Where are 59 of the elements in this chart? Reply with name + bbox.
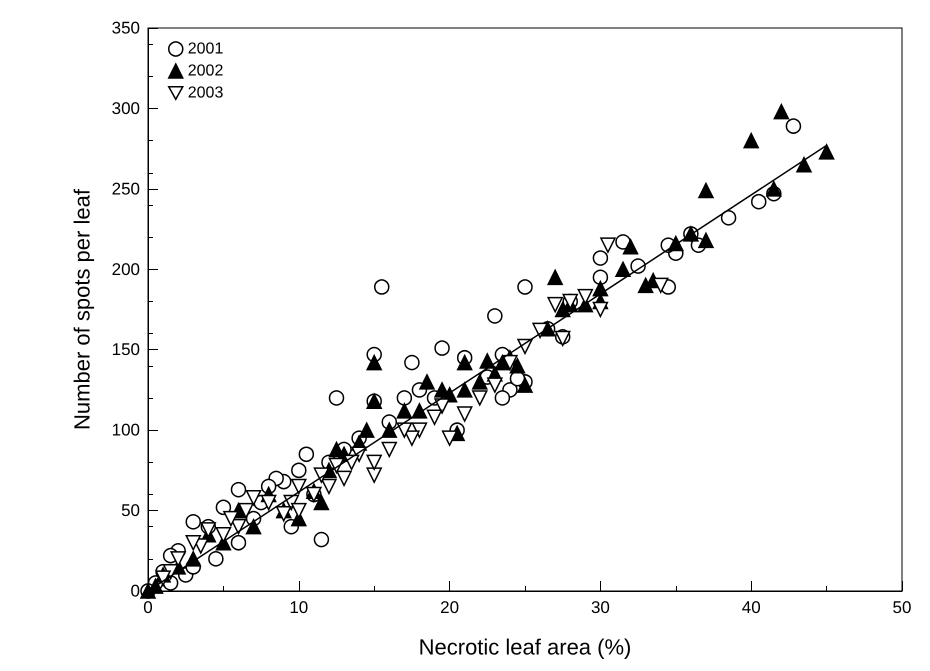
- point: [358, 422, 374, 438]
- y-tick-label: 50: [121, 501, 140, 520]
- legend-label: 2003: [188, 84, 224, 102]
- point: [615, 262, 631, 278]
- legend-label: 2002: [188, 62, 224, 80]
- point: [336, 470, 352, 486]
- point: [291, 478, 307, 494]
- y-axis-title: Number of spots per leaf: [70, 188, 94, 430]
- legend-label: 2001: [188, 40, 224, 58]
- y-tick-label: 300: [112, 98, 140, 118]
- point: [766, 181, 782, 197]
- x-tick-label: 50: [892, 598, 912, 617]
- point: [382, 442, 398, 458]
- point: [698, 182, 714, 198]
- x-tick-label: 20: [440, 598, 460, 617]
- point: [502, 354, 518, 370]
- point: [404, 430, 420, 446]
- point: [547, 270, 563, 286]
- point: [223, 510, 239, 526]
- y-tick-label: 150: [112, 340, 140, 360]
- x-tick-label: 40: [742, 598, 761, 617]
- y-tick-label: 250: [112, 179, 140, 198]
- point: [396, 422, 412, 438]
- point: [419, 374, 435, 390]
- point: [532, 322, 548, 338]
- point: [238, 502, 254, 518]
- point: [442, 430, 458, 446]
- point: [510, 358, 526, 374]
- point: [456, 406, 472, 422]
- point: [426, 410, 442, 426]
- y-tick-label: 350: [112, 18, 140, 38]
- point: [480, 353, 496, 369]
- point: [818, 144, 834, 160]
- point: [554, 302, 570, 318]
- point: [185, 534, 201, 550]
- x-tick-label: 30: [590, 598, 610, 617]
- point: [366, 454, 382, 470]
- point: [321, 478, 337, 494]
- x-axis-title: Necrotic leaf area (%): [418, 634, 632, 660]
- point: [412, 422, 428, 438]
- point: [276, 506, 292, 522]
- point: [743, 132, 759, 148]
- x-tick-label: 10: [289, 598, 308, 617]
- point: [774, 104, 790, 120]
- y-tick-label: 200: [112, 260, 140, 279]
- point: [796, 156, 812, 172]
- point: [547, 296, 563, 312]
- y-tick-label: 100: [112, 420, 140, 440]
- point: [592, 302, 608, 318]
- point: [456, 382, 472, 398]
- point: [472, 390, 488, 406]
- point: [487, 377, 503, 393]
- point: [638, 278, 654, 294]
- point: [366, 467, 382, 483]
- y-tick-label: 0: [130, 582, 140, 600]
- x-tick-label: 0: [143, 598, 153, 617]
- point: [600, 237, 616, 253]
- point: [314, 494, 330, 510]
- point: [396, 403, 412, 419]
